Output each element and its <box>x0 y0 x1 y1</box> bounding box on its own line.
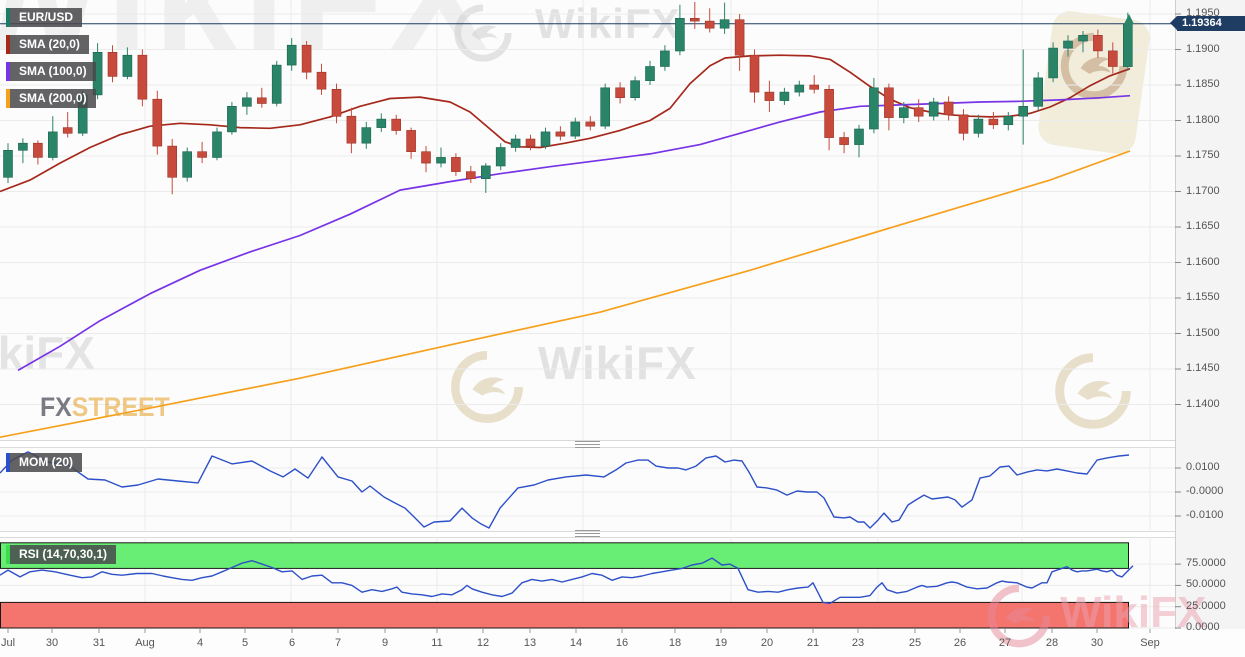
price-axis-label: 1.1950 <box>1186 7 1220 19</box>
mom-axis-label: -0.0100 <box>1186 509 1224 521</box>
time-axis-label: 21 <box>806 637 820 649</box>
sma200-label[interactable]: SMA (200,0) <box>10 89 96 108</box>
time-axis-label: 25 <box>908 637 922 649</box>
rsi-key-bar <box>6 545 10 564</box>
sma20-key-bar <box>6 35 10 54</box>
symbol-key-bar <box>6 8 10 27</box>
mom-axis-label: 0.0100 <box>1186 461 1220 473</box>
price-axis-label: 1.1800 <box>1186 113 1220 126</box>
price-panel[interactable] <box>0 0 1175 441</box>
price-axis-label: 1.1600 <box>1186 255 1220 268</box>
sma20-label[interactable]: SMA (20,0) <box>10 35 89 54</box>
mom-key-bar <box>6 453 10 472</box>
time-axis-label: Jul <box>0 637 16 649</box>
price-axis[interactable] <box>1175 0 1245 629</box>
rsi-axis-label: 50.0000 <box>1186 578 1226 591</box>
price-axis-label: 1.1750 <box>1186 149 1220 161</box>
price-axis-label: 1.1500 <box>1186 326 1220 339</box>
fxstreet-logo-fx: FX <box>40 392 72 422</box>
mom-label[interactable]: MOM (20) <box>10 453 82 472</box>
time-axis-label: 5 <box>241 637 249 649</box>
time-axis-label: 6 <box>288 637 296 649</box>
rsi-axis-label: 25.0000 <box>1186 599 1226 612</box>
rsi-axis-label: 75.0000 <box>1186 557 1226 570</box>
fxstreet-logo: FXSTREET <box>40 392 170 423</box>
price-axis-label: 1.1650 <box>1186 220 1220 232</box>
panel-resize-handle[interactable] <box>575 530 600 537</box>
time-axis-label: 7 <box>334 637 342 649</box>
price-axis-label: 1.1450 <box>1186 362 1220 374</box>
time-axis-label: 19 <box>714 637 728 649</box>
time-axis-label: Aug <box>135 637 155 649</box>
momentum-panel[interactable] <box>0 447 1175 532</box>
time-axis-label: 30 <box>1090 637 1104 649</box>
time-axis-label: 4 <box>196 637 204 649</box>
time-axis-label: 9 <box>381 637 389 649</box>
time-axis-label: 13 <box>523 637 537 649</box>
price-axis-label: 1.1900 <box>1186 42 1220 55</box>
price-axis-label: 1.1850 <box>1186 78 1220 90</box>
time-axis-label: 27 <box>998 637 1012 649</box>
time-axis-label: 20 <box>760 637 774 649</box>
rsi-axis-label: 0.0000 <box>1186 621 1220 633</box>
fxstreet-logo-street: STREET <box>71 392 170 422</box>
time-axis-label: 30 <box>45 637 59 649</box>
sma100-key-bar <box>6 62 10 81</box>
panel-resize-handle[interactable] <box>575 441 600 448</box>
time-axis-label: 26 <box>953 637 967 649</box>
price-axis-label: 1.1550 <box>1186 291 1220 303</box>
sma100-label[interactable]: SMA (100,0) <box>10 62 96 81</box>
watermark-blob <box>1036 8 1152 157</box>
mom-axis-label: -0.0000 <box>1186 485 1224 497</box>
time-axis-label: Sep <box>1140 637 1160 649</box>
time-axis-label: 23 <box>851 637 865 649</box>
time-axis-label: 18 <box>668 637 682 649</box>
time-axis-label: 31 <box>92 637 106 649</box>
time-axis-label: 16 <box>615 637 629 649</box>
time-axis-label: 14 <box>569 637 583 649</box>
rsi-panel[interactable] <box>0 537 1175 631</box>
last-price-badge: 1.19364 <box>1170 16 1245 32</box>
symbol-label[interactable]: EUR/USD <box>10 8 83 27</box>
time-axis-label: 12 <box>476 637 490 649</box>
time-axis-label: 11 <box>431 637 443 649</box>
price-axis-label: 1.1700 <box>1186 184 1220 197</box>
time-axis-label: 28 <box>1045 637 1059 649</box>
rsi-label[interactable]: RSI (14,70,30,1) <box>10 545 117 564</box>
price-axis-label: 1.1400 <box>1186 397 1220 410</box>
sma200-key-bar <box>6 89 10 108</box>
